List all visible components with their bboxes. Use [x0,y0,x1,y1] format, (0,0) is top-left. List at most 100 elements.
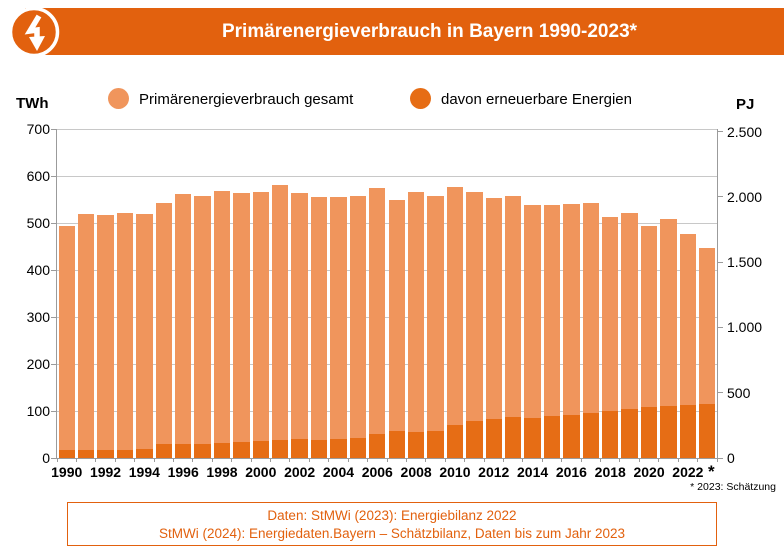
x-axis [51,458,723,459]
x-axis-label-2012: 2012 [478,464,510,480]
x-axis-label-2016: 2016 [555,464,587,480]
gridline-400 [57,269,717,271]
x-tick-2019 [619,458,621,462]
legend-dot-total [108,88,129,109]
right-axis-label-500: 500 [727,384,751,401]
x-axis-label-2022: 2022 [672,464,704,480]
bar-total-2021 [660,219,677,458]
bar-total-2007 [388,199,405,458]
x-axis-label-1994: 1994 [128,464,160,480]
bar-renewable-2023 [699,403,716,458]
left-tick-400 [51,269,57,271]
bar-total-2001 [272,185,289,458]
x-tick-2017 [580,458,582,462]
gridline-600 [57,175,717,177]
x-tick-2012 [483,458,485,462]
left-axis-label-700: 700 [26,121,50,137]
y-axis-left [56,129,57,458]
left-tick-500 [51,222,57,224]
x-tick-1990 [56,458,58,462]
legend-dot-renewable [410,88,431,109]
bar-total-2018 [602,217,619,458]
bar-renewable-2010 [446,424,464,458]
left-axis-label-0: 0 [42,450,50,466]
bar-renewable-2003 [310,439,328,458]
bar-total-1996 [174,194,192,458]
left-tick-700 [51,128,57,130]
bar-total-2013 [504,195,522,458]
bar-total-1994 [136,214,153,458]
bar-total-2010 [446,186,464,458]
x-tick-2023 [697,458,699,462]
right-tick-1500 [717,261,723,263]
legend-label-renewable: davon erneuerbare Energien [441,91,632,108]
bar-renewable-2015 [543,415,561,458]
bar-renewable-2009 [427,430,444,458]
right-tick-2500 [717,131,723,133]
x-tick-2020 [638,458,640,462]
right-tick-1000 [717,326,723,328]
x-tick-end [716,458,718,462]
bar-total-1997 [194,196,211,458]
right-tick-500 [717,392,723,394]
bar-total-2017 [582,202,600,458]
left-tick-300 [51,316,57,318]
gridline-500 [57,222,717,224]
bar-renewable-1997 [194,443,211,458]
x-tick-2002 [289,458,291,462]
x-axis-label-2020: 2020 [633,464,665,480]
bar-renewable-2001 [272,440,289,458]
bar-renewable-2004 [330,438,347,458]
bar-total-2004 [330,196,347,458]
x-axis-label-1990: 1990 [51,464,83,480]
x-axis-label-2014: 2014 [517,464,549,480]
legend-label-total: Primärenergieverbrauch gesamt [139,91,354,108]
bar-total-1993 [116,212,134,458]
bar-renewable-2012 [485,418,502,458]
bar-renewable-2000 [252,441,270,458]
lightning-bolt-icon [8,6,60,58]
x-tick-1994 [134,458,136,462]
bar-renewable-2020 [640,407,658,458]
x-tick-2008 [405,458,407,462]
left-axis-label-400: 400 [26,262,50,278]
x-axis-label-2002: 2002 [284,464,316,480]
bar-renewable-2007 [388,431,405,458]
left-tick-200 [51,363,57,365]
x-tick-2004 [328,458,330,462]
bar-renewable-2008 [407,431,425,458]
x-axis-label-1992: 1992 [89,464,122,480]
left-axis-label-200: 200 [26,356,50,372]
x-axis-label-2010: 2010 [439,464,471,480]
gridline-200 [57,363,717,365]
left-axis-label-500: 500 [26,215,50,231]
bar-total-2008 [407,191,425,458]
bar-renewable-1993 [116,449,134,458]
x-tick-2011 [464,458,466,462]
left-axis-label-100: 100 [26,403,50,419]
left-axis-unit: TWh [16,95,49,112]
x-tick-2010 [444,458,446,462]
bar-renewable-1995 [155,443,172,458]
bar-total-1999 [233,193,250,458]
bar-renewable-1996 [174,444,192,458]
x-axis-label-1996: 1996 [167,464,199,480]
x-tick-1992 [95,458,97,462]
right-axis-label-2000: 2.000 [727,188,763,205]
bar-renewable-2013 [504,417,522,458]
left-tick-100 [51,410,57,412]
x-tick-2021 [658,458,660,462]
x-tick-2014 [522,458,524,462]
x-tick-1998 [211,458,213,462]
x-axis-estimate-marker: * [707,462,715,481]
right-axis-label-1000: 1.000 [727,319,763,336]
estimate-note: * 2023: Schätzung [690,481,776,493]
gridline-300 [57,316,717,318]
bar-renewable-2011 [466,421,483,458]
source-line-1: Daten: StMWi (2023): Energiebilanz 2022 [267,508,517,523]
x-axis-label-2004: 2004 [322,464,355,480]
bar-renewable-1992 [97,450,114,458]
x-tick-2022 [677,458,679,462]
